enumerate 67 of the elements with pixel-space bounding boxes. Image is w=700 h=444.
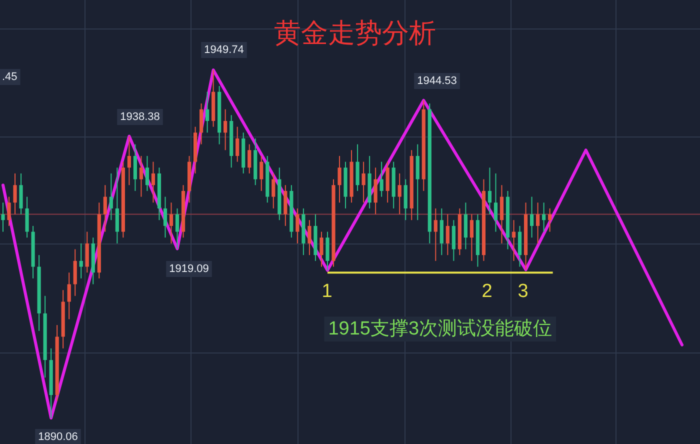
ref-line-label: 1915支撑3次测试没能破位 — [328, 318, 552, 340]
candlestick — [356, 144, 360, 192]
candlestick — [260, 155, 264, 192]
candlestick — [206, 91, 210, 134]
candlestick — [530, 196, 534, 238]
candlestick — [320, 231, 324, 268]
candlestick — [284, 184, 288, 226]
candlestick — [127, 136, 131, 186]
candlestick — [446, 214, 450, 256]
candlestick — [542, 202, 546, 232]
candlestick — [25, 196, 29, 238]
candlestick — [85, 231, 89, 274]
candlestick — [272, 172, 276, 209]
candlestick — [73, 248, 77, 296]
candlestick — [115, 167, 119, 244]
annotation: 1 — [322, 281, 332, 302]
candlestick — [338, 155, 342, 204]
candlestick — [440, 208, 444, 256]
candlestick — [494, 172, 498, 232]
candlestick — [109, 172, 113, 221]
candlestick — [151, 161, 156, 204]
candlestick — [163, 196, 168, 238]
candlestick — [139, 155, 144, 198]
candlestick — [464, 202, 468, 250]
candlestick — [548, 208, 552, 232]
annotation: .45 — [2, 71, 18, 83]
candlestick — [374, 167, 378, 215]
candlestick — [536, 202, 540, 244]
candlestick — [133, 144, 137, 192]
candlestick — [7, 196, 11, 226]
annotation: 3 — [518, 281, 528, 302]
candlestick — [326, 231, 330, 271]
candlestick — [175, 208, 180, 250]
chart-title: 黄金走势分析 — [274, 18, 436, 48]
candlestick — [308, 220, 312, 256]
candlestick — [169, 202, 174, 244]
candlestick — [145, 155, 150, 192]
candlestick — [416, 144, 420, 221]
candlestick — [488, 167, 492, 215]
candlestick — [199, 102, 204, 145]
text: 1949.74 — [204, 44, 244, 56]
candlestick — [404, 178, 408, 221]
candlestick — [500, 184, 504, 244]
candlestick — [13, 172, 17, 215]
candlestick — [362, 161, 366, 204]
candlestick — [398, 172, 402, 215]
candlestick — [452, 220, 456, 262]
text: 1890.06 — [38, 431, 78, 443]
annotation: 1938.38 — [120, 111, 160, 123]
candlestick — [103, 184, 107, 232]
annotation: 1919.09 — [169, 263, 209, 275]
candlestick — [19, 172, 23, 215]
candlestick — [470, 214, 474, 262]
candlestick — [248, 144, 252, 174]
candlestick — [434, 208, 438, 262]
candlestick — [512, 220, 516, 262]
annotation: 1944.53 — [417, 75, 457, 87]
candlestick — [224, 108, 228, 151]
candlestick — [67, 272, 71, 320]
candlestick — [236, 126, 240, 162]
candlestick — [296, 208, 300, 244]
candlestick — [518, 225, 522, 268]
annotation: 2 — [482, 281, 492, 302]
candlestick — [386, 161, 390, 204]
candlestick — [380, 161, 384, 198]
candlestick — [1, 202, 5, 232]
candlestick — [79, 242, 83, 279]
